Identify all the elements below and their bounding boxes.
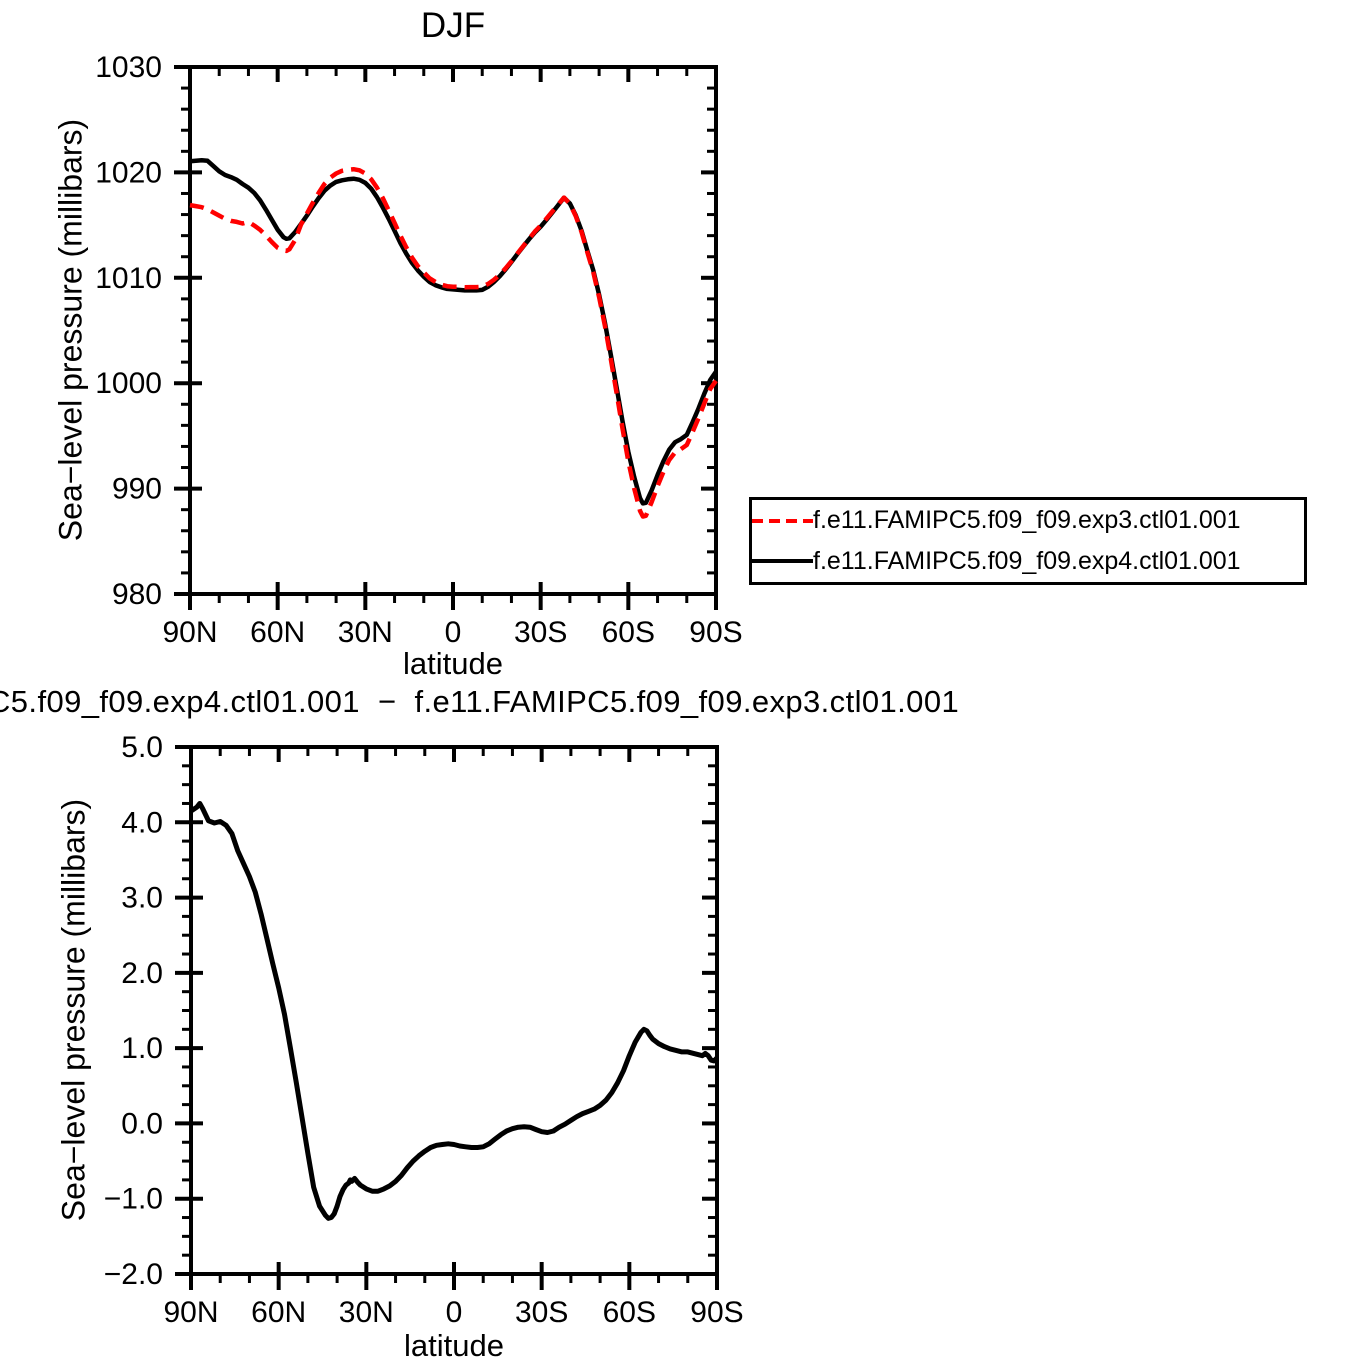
legend: f.e11.FAMIPC5.f09_f09.exp3.ctl01.001 f.e… [749, 497, 1307, 585]
series-line-difference [189, 801, 719, 1221]
legend-label-exp4: f.e11.FAMIPC5.f09_f09.exp4.ctl01.001 [813, 546, 1241, 575]
bottom-chart-y-axis-label: Sea−level pressure (millibars) [55, 798, 92, 1222]
x-tick-label: 30S [514, 616, 567, 649]
y-tick-label: 1020 [95, 156, 162, 189]
dashed-red-line-sample-icon [752, 518, 813, 523]
legend-row-exp3: f.e11.FAMIPC5.f09_f09.exp3.ctl01.001 [752, 501, 1304, 541]
y-tick-label: 5.0 [121, 731, 163, 764]
y-tick-label: −1.0 [104, 1183, 163, 1216]
top-chart-title: DJF [420, 6, 486, 45]
x-tick-label: 60N [251, 1296, 306, 1329]
bottom-chart-x-axis-label: latitude [404, 1328, 504, 1363]
x-tick-label: 90N [163, 1296, 218, 1329]
x-tick-label: 30N [339, 1296, 394, 1329]
x-tick-label: 30S [515, 1296, 568, 1329]
x-tick-label: 0 [445, 616, 462, 649]
x-tick-label: 90S [690, 1296, 743, 1329]
x-tick-label: 90N [162, 616, 217, 649]
series-line-exp4 [189, 158, 718, 506]
y-tick-label: 1000 [95, 367, 162, 400]
y-tick-label: 980 [112, 578, 162, 611]
x-tick-label: 60N [250, 616, 305, 649]
y-tick-label: −2.0 [104, 1258, 163, 1291]
bottom-chart-title: C5.f09_f09.exp4.ctl01.001 − f.e11.FAMIPC… [0, 684, 960, 719]
y-tick-label: 1030 [95, 51, 162, 84]
x-tick-label: 60S [603, 1296, 656, 1329]
y-tick-label: 1.0 [121, 1032, 163, 1065]
y-tick-label: 0.0 [121, 1107, 163, 1140]
x-tick-label: 30N [338, 616, 393, 649]
y-tick-label: 4.0 [121, 806, 163, 839]
top-chart-x-axis-label: latitude [403, 646, 503, 681]
x-tick-label: 60S [602, 616, 655, 649]
x-tick-label: 0 [446, 1296, 463, 1329]
plot-frame [189, 745, 719, 1276]
legend-label-exp3: f.e11.FAMIPC5.f09_f09.exp3.ctl01.001 [813, 506, 1241, 535]
y-tick-label: 3.0 [121, 882, 163, 915]
solid-black-line-sample-icon [752, 559, 813, 564]
x-tick-label: 90S [689, 616, 742, 649]
y-tick-label: 990 [112, 473, 162, 506]
legend-row-exp4: f.e11.FAMIPC5.f09_f09.exp4.ctl01.001 [752, 541, 1304, 581]
top-chart-y-axis-label: Sea−level pressure (millibars) [52, 118, 89, 542]
y-tick-label: 1010 [95, 262, 162, 295]
y-tick-label: 2.0 [121, 957, 163, 990]
series-line-exp3 [189, 166, 718, 519]
